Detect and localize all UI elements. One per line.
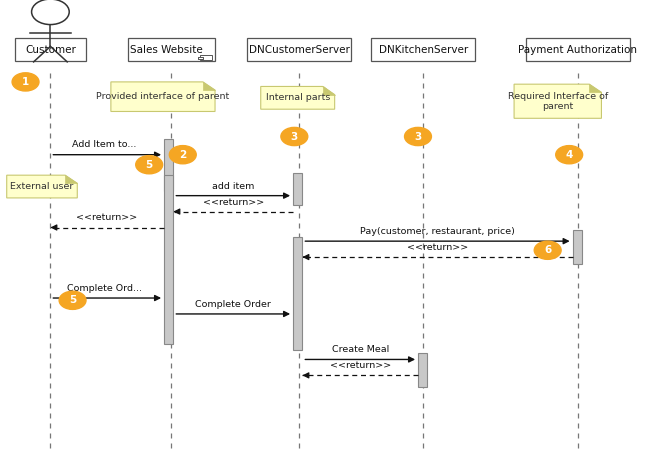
Bar xyxy=(293,237,302,350)
Bar xyxy=(164,139,173,191)
Bar xyxy=(293,173,302,205)
Text: 1: 1 xyxy=(22,77,29,87)
Bar xyxy=(164,175,173,344)
Text: DNKitchenServer: DNKitchenServer xyxy=(379,45,468,55)
Text: Sales Website: Sales Website xyxy=(130,45,202,55)
Text: 3: 3 xyxy=(291,131,298,142)
Polygon shape xyxy=(203,82,215,90)
Text: 6: 6 xyxy=(544,245,551,255)
Text: <<return>>: <<return>> xyxy=(329,361,391,370)
Text: add item: add item xyxy=(212,182,255,191)
Text: <<return>>: <<return>> xyxy=(407,243,468,252)
Text: Create Meal: Create Meal xyxy=(331,345,389,354)
Polygon shape xyxy=(65,175,77,183)
Polygon shape xyxy=(323,86,335,95)
Text: 3: 3 xyxy=(415,131,421,142)
Polygon shape xyxy=(514,84,601,118)
Text: Add Item to...: Add Item to... xyxy=(72,140,136,149)
Text: DNCustomerServer: DNCustomerServer xyxy=(249,45,349,55)
Text: Complete Ord...: Complete Ord... xyxy=(67,284,142,293)
Bar xyxy=(200,55,212,60)
Text: Payment Authorization: Payment Authorization xyxy=(518,45,638,55)
Circle shape xyxy=(136,156,163,174)
Bar xyxy=(418,353,427,387)
Text: External user: External user xyxy=(10,182,74,191)
Circle shape xyxy=(281,127,308,146)
Text: Customer: Customer xyxy=(25,45,76,55)
Polygon shape xyxy=(589,84,601,92)
Bar xyxy=(15,38,86,61)
Text: 5: 5 xyxy=(146,160,153,170)
Text: Provided interface of parent: Provided interface of parent xyxy=(96,92,230,101)
Text: Internal parts: Internal parts xyxy=(265,93,330,102)
Circle shape xyxy=(556,146,583,164)
Circle shape xyxy=(59,291,86,309)
Text: Complete Order: Complete Order xyxy=(196,300,271,309)
Circle shape xyxy=(12,73,39,91)
Text: Pay(customer, restaurant, price): Pay(customer, restaurant, price) xyxy=(360,227,515,236)
Text: <<return>>: <<return>> xyxy=(202,197,264,207)
Polygon shape xyxy=(111,82,215,111)
Text: <<return>>: <<return>> xyxy=(76,213,138,222)
Text: 4: 4 xyxy=(566,150,573,160)
Bar xyxy=(198,57,203,59)
Bar xyxy=(526,38,630,61)
Polygon shape xyxy=(7,175,77,198)
Bar xyxy=(371,38,475,61)
Text: Required Interface of
parent: Required Interface of parent xyxy=(507,91,608,111)
Circle shape xyxy=(534,241,561,259)
Bar xyxy=(247,38,351,61)
Bar xyxy=(198,57,203,59)
Polygon shape xyxy=(261,86,335,109)
Text: 5: 5 xyxy=(69,295,76,305)
Circle shape xyxy=(169,146,196,164)
Circle shape xyxy=(405,127,431,146)
Bar xyxy=(128,38,215,61)
Bar xyxy=(573,230,582,264)
Text: 2: 2 xyxy=(179,150,186,160)
